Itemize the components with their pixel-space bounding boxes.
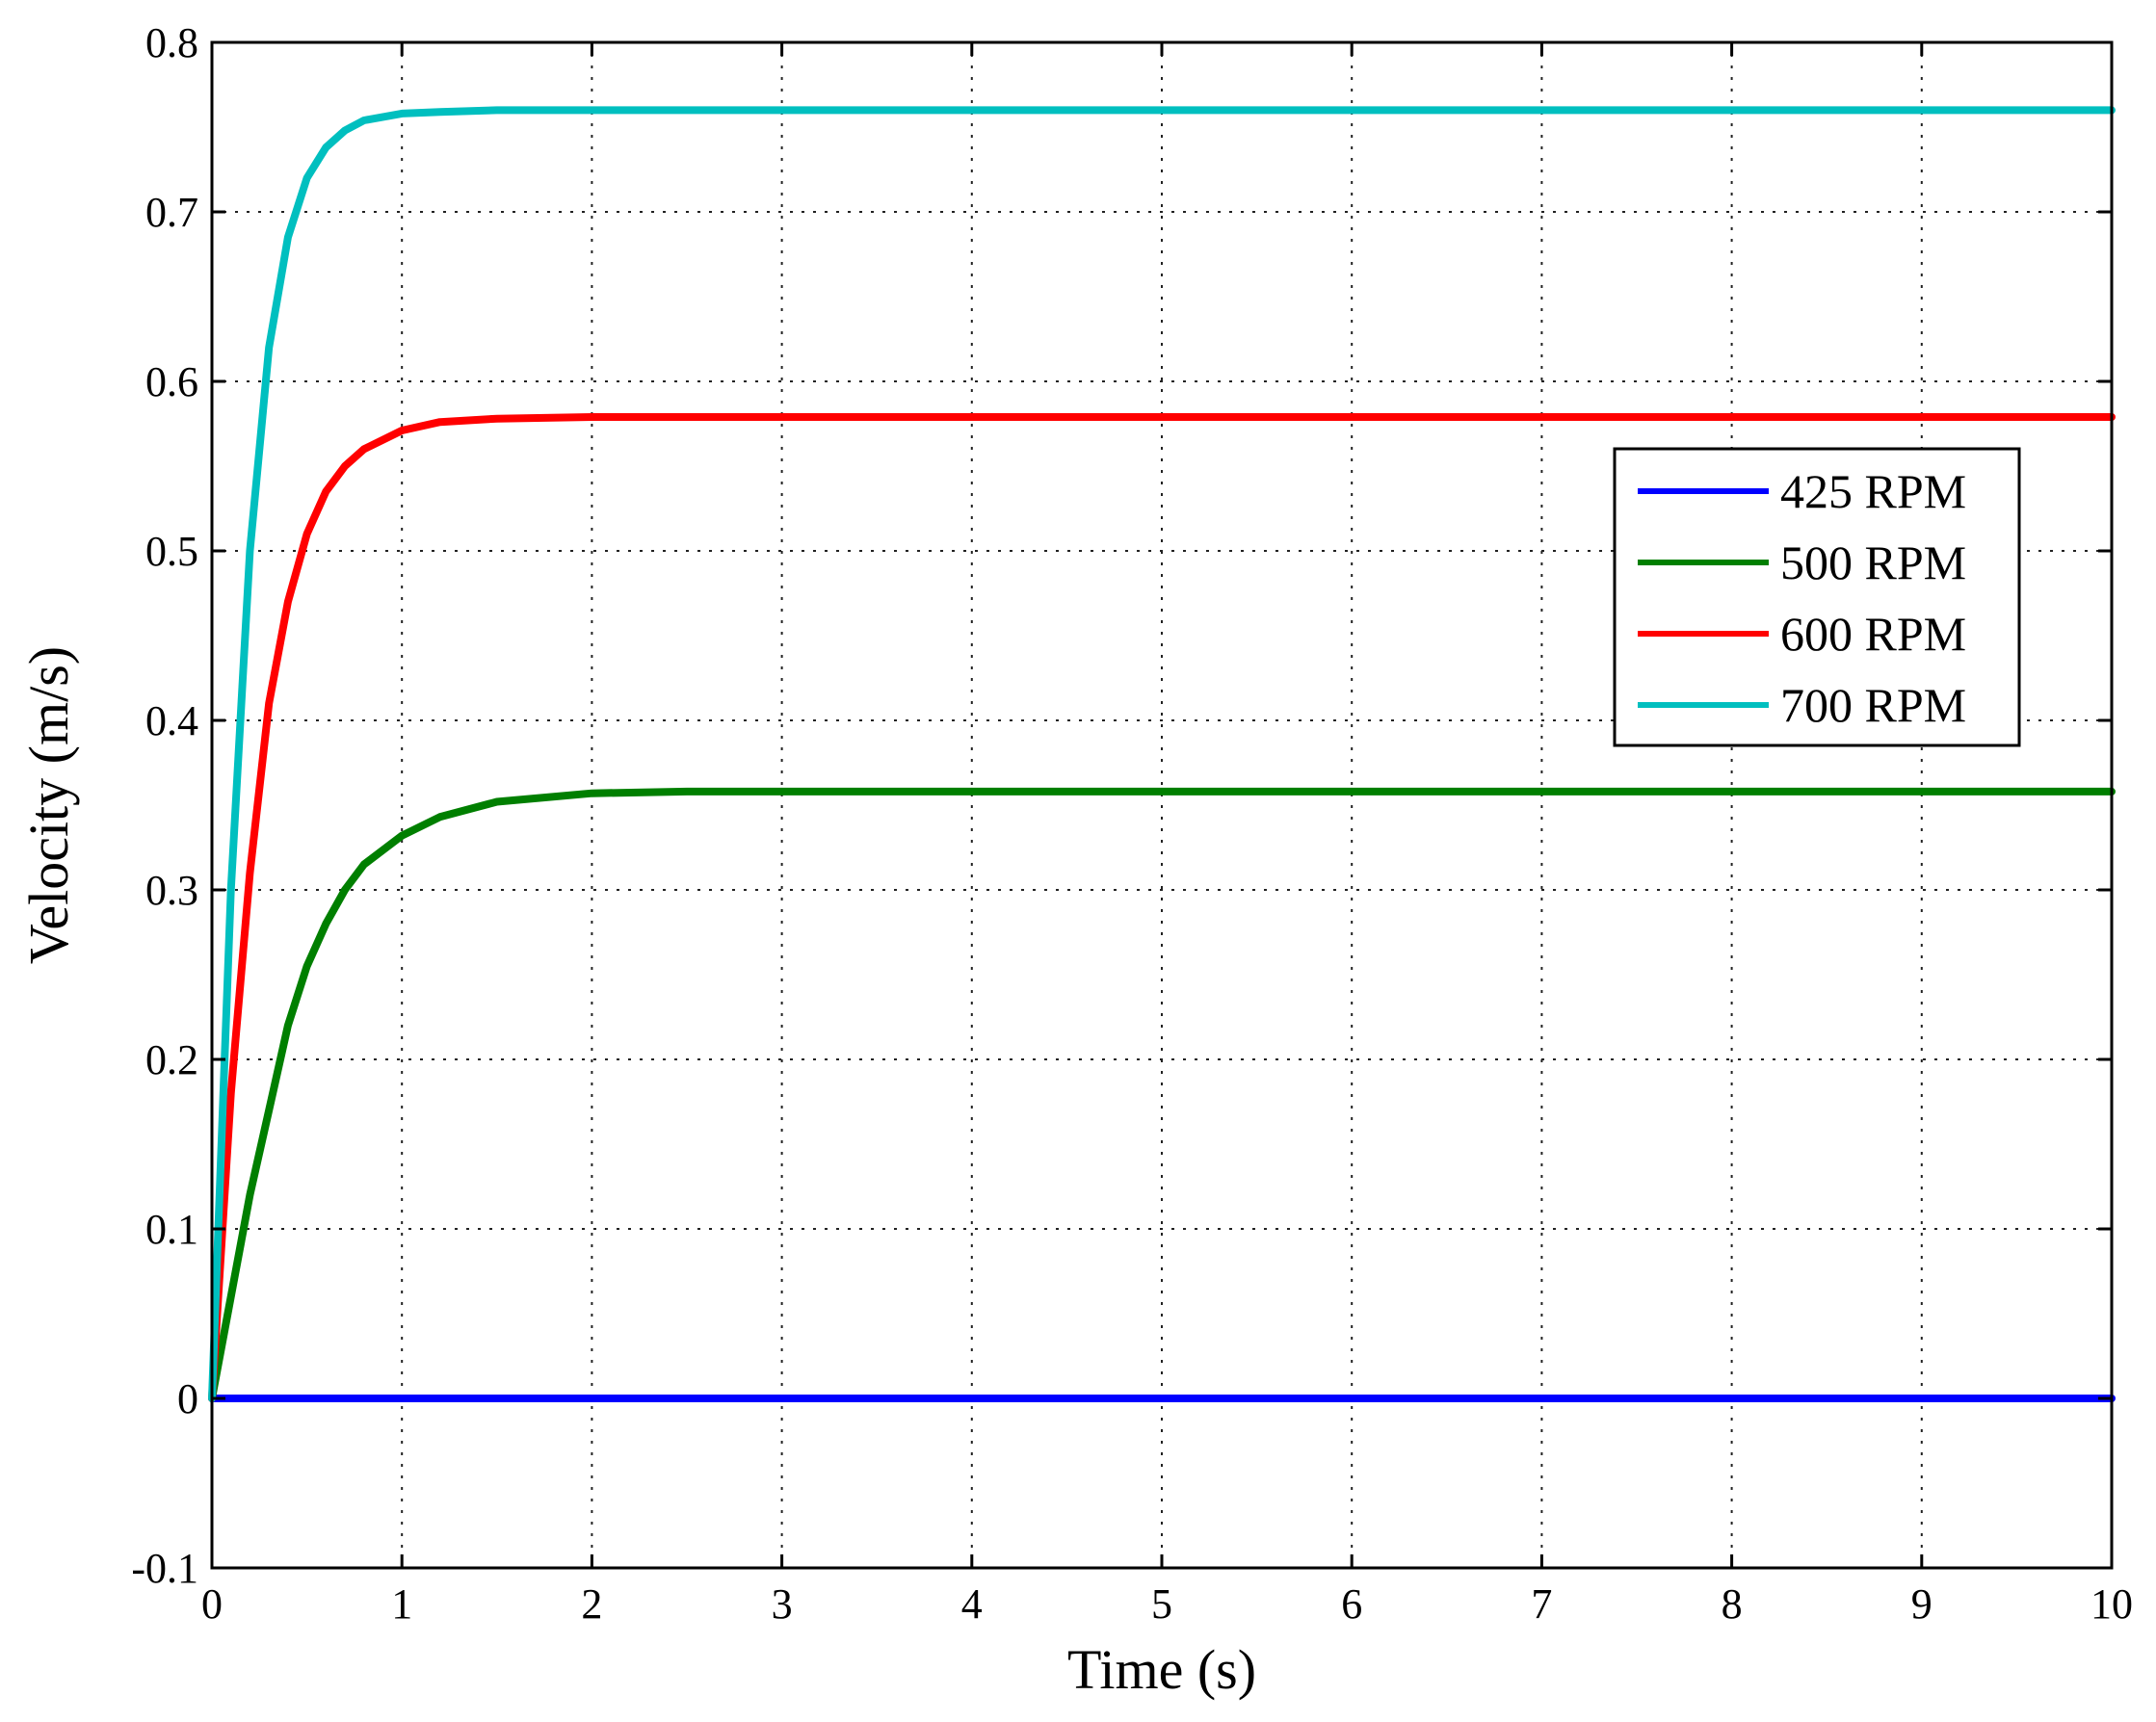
y-tick-label: 0.1: [145, 1206, 198, 1253]
legend: 425 RPM 500 RPM 600 RPM 700 RPM: [1613, 447, 2021, 747]
x-tick-label: 4: [961, 1580, 983, 1628]
axis-ticks: [210, 40, 2114, 1570]
x-tick-label: 5: [1151, 1580, 1172, 1628]
legend-label: 700 RPM: [1780, 678, 1966, 732]
x-tick-label: 9: [1911, 1580, 1933, 1628]
y-tick-label: 0.2: [145, 1036, 198, 1083]
x-tick-label: 6: [1341, 1580, 1362, 1628]
y-tick-label: 0.8: [145, 19, 198, 66]
legend-label: 500 RPM: [1780, 535, 1966, 589]
y-tick-label: 0.6: [145, 358, 198, 405]
legend-box: [1613, 447, 2021, 747]
series-line-600-rpm: [208, 413, 2116, 1402]
y-tick-label: 0: [177, 1375, 198, 1422]
x-tick-label: 7: [1531, 1580, 1552, 1628]
y-tick-label: -0.1: [131, 1545, 198, 1592]
x-tick-label: 3: [772, 1580, 793, 1628]
y-tick-label: 0.7: [145, 189, 198, 236]
x-tick-label: 10: [2090, 1580, 2133, 1628]
tick-labels: 0 1 2 3 4 5 6 7 8 9 10-0.100.10.20.30.40.50.60.70.…: [131, 19, 2133, 1628]
y-axis-label: Velocity (m/s): [17, 646, 80, 964]
legend-label: 600 RPM: [1780, 607, 1966, 661]
x-axis-label: Time (s): [1067, 1638, 1256, 1701]
series-line-700-rpm: [208, 106, 2116, 1402]
x-tick-label: 0: [201, 1580, 223, 1628]
y-tick-label: 0.5: [145, 528, 198, 575]
x-tick-label: 1: [391, 1580, 412, 1628]
x-tick-label: 2: [581, 1580, 602, 1628]
series-group: [208, 106, 2116, 1402]
y-tick-label: 0.3: [145, 867, 198, 914]
y-tick-label: 0.4: [145, 697, 198, 744]
series-line-500-rpm: [208, 787, 2116, 1402]
x-tick-label: 8: [1722, 1580, 1743, 1628]
legend-label: 425 RPM: [1780, 464, 1966, 518]
